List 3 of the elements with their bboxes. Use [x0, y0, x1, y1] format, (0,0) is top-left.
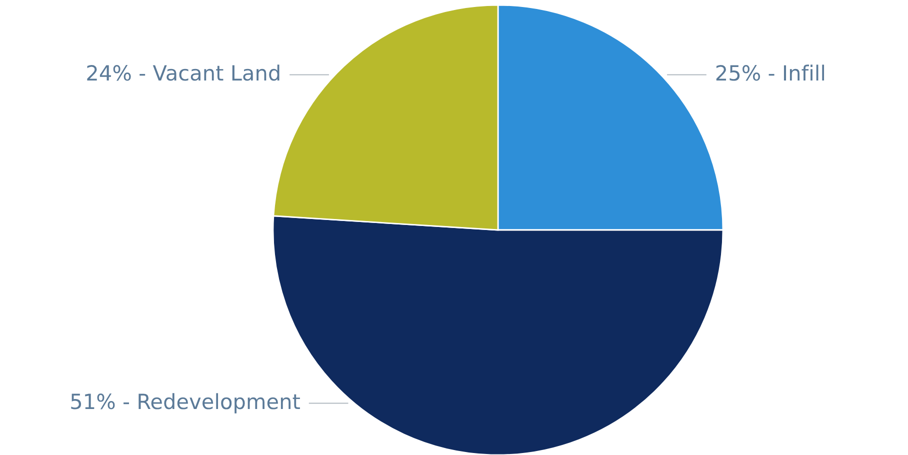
slice-label: 51% - Redevelopment [71, 393, 300, 414]
slice-label: 24% - Vacant Land [87, 64, 280, 81]
slice-label: 25% - Infill [716, 64, 824, 81]
